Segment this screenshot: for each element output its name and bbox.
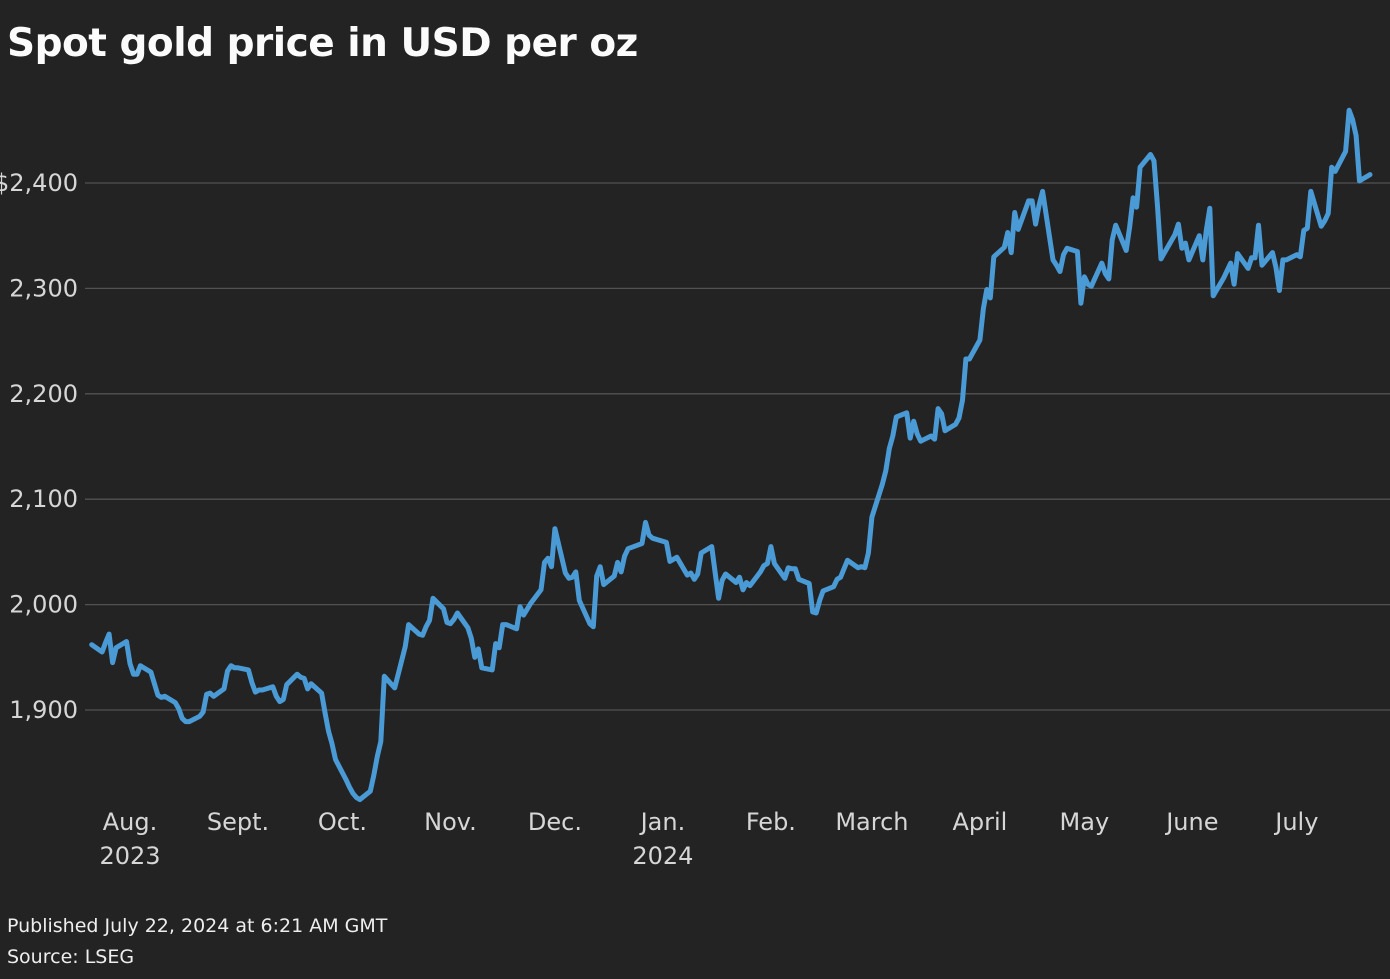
x-axis-tick-label: Oct. — [318, 808, 367, 836]
gold-price-line — [89, 107, 1373, 803]
x-axis-tick-label: Dec. — [528, 808, 582, 836]
x-axis-tick-label: Aug. — [103, 808, 158, 836]
x-axis-tick-label: May — [1060, 808, 1110, 836]
y-axis-tick-label: 2,300 — [9, 274, 78, 302]
y-axis-tick-label: 2,200 — [9, 380, 78, 408]
x-axis-tick-label: April — [952, 808, 1007, 836]
x-axis-year-label: 2023 — [99, 842, 160, 870]
y-axis-tick-label: 1,900 — [9, 696, 78, 724]
source-credit: Source: LSEG — [7, 946, 135, 968]
published-timestamp: Published July 22, 2024 at 6:21 AM GMT — [7, 915, 388, 937]
chart-title: Spot gold price in USD per oz — [7, 21, 638, 66]
y-axis-tick-label: 2,100 — [9, 485, 78, 513]
x-axis-tick-label: June — [1164, 808, 1218, 836]
x-axis-tick-label: Jan. — [639, 808, 686, 836]
x-axis-tick-label: Sept. — [207, 808, 269, 836]
x-axis-tick-label: March — [835, 808, 908, 836]
chart-footer: Published July 22, 2024 at 6:21 AM GMT S… — [7, 911, 387, 973]
y-axis-tick-label: 2,000 — [9, 591, 78, 619]
x-axis-tick-label: July — [1273, 808, 1318, 836]
x-axis-tick-label: Feb. — [746, 808, 796, 836]
x-axis-year-label: 2024 — [632, 842, 693, 870]
y-axis-tick-label: $2,400 — [0, 169, 78, 197]
x-axis-tick-label: Nov. — [424, 808, 477, 836]
